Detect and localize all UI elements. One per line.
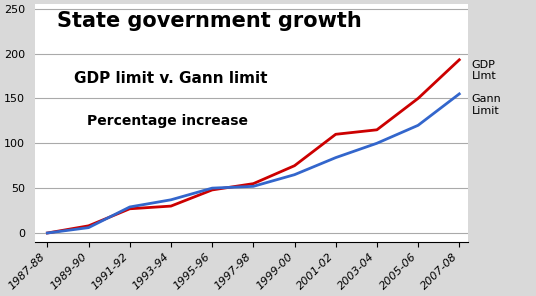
Text: GDP
LImt: GDP LImt [472,60,496,81]
Text: State government growth: State government growth [57,11,361,31]
Text: GDP limit v. Gann limit: GDP limit v. Gann limit [74,71,267,86]
Text: Gann
Limit: Gann Limit [472,94,502,115]
Text: Percentage increase: Percentage increase [87,114,248,128]
